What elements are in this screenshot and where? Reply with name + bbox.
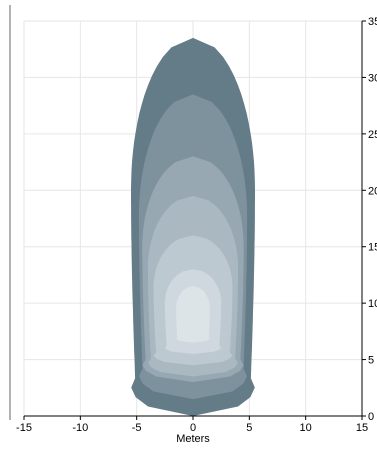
y-axis-tick-labels: 0 5 10 15 20 25 30 35: [368, 16, 377, 423]
x-tick-label-5: 10: [300, 422, 312, 434]
x-tick-label-6: 15: [356, 422, 368, 434]
y-tick-label-1: 5: [368, 355, 374, 367]
x-axis-tick-labels: -15 -10 -5 0 5 10 15: [16, 422, 368, 434]
x-tick-label-3: 0: [190, 422, 196, 434]
y-tick-label-6: 30: [368, 72, 377, 84]
x-tick-label-4: 5: [246, 422, 252, 434]
y-tick-label-3: 15: [368, 242, 377, 254]
axes: [9, 5, 366, 420]
y-tick-label-4: 20: [368, 185, 377, 197]
x-tick-label-2: -5: [132, 422, 142, 434]
contour-level-7: [176, 286, 210, 343]
x-tick-label-0: -15: [16, 422, 32, 434]
y-tick-label-5: 25: [368, 129, 377, 141]
x-axis-title: Meters: [176, 433, 210, 445]
x-tick-label-1: -10: [72, 422, 88, 434]
y-tick-label-2: 10: [368, 298, 377, 310]
y-tick-label-0: 0: [368, 411, 374, 423]
contour-bands: [131, 37, 255, 417]
y-tick-label-7: 35: [368, 16, 377, 28]
